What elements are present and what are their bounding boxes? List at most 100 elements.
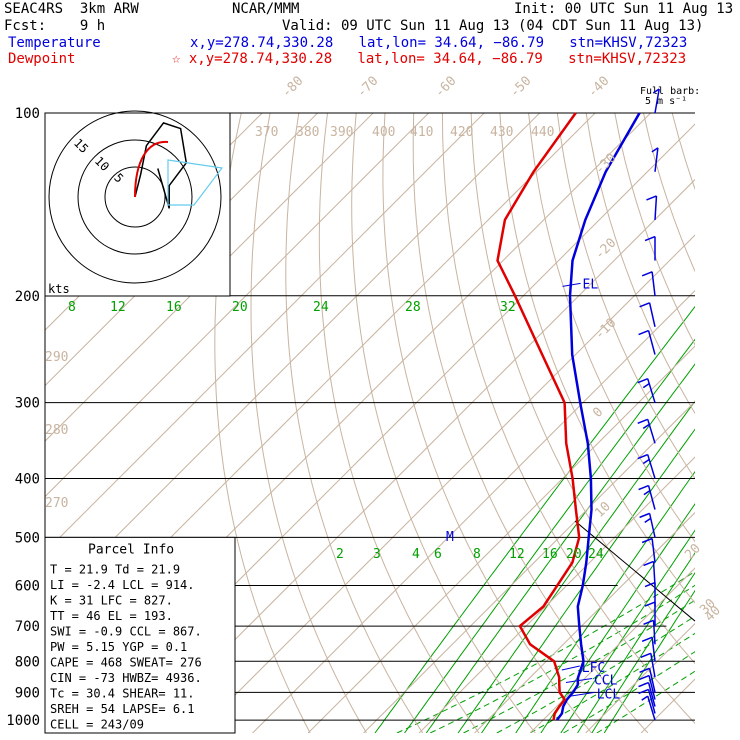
parcel-info-title: Parcel Info — [88, 542, 174, 557]
wind-barb-flag — [639, 512, 650, 519]
dewpoint-location: ☆ x,y=278.74,330.28 lat,lon= 34.64, −86.… — [172, 51, 687, 67]
wind-barb-flag — [637, 377, 649, 384]
wind-barb-flag — [646, 195, 657, 201]
theta-label: 280 — [45, 423, 68, 438]
parcel-info-row: CIN = -73 HWBZ= 4936. — [50, 671, 202, 685]
dry-adiabat-line — [556, 113, 695, 480]
wind-barb — [641, 537, 656, 563]
barb-scale-unit: 5 m s⁻¹ — [645, 96, 687, 107]
dry-adiabat-line — [351, 113, 536, 733]
parcel-info-row: CAPE = 468 SWEAT= 276 — [50, 655, 202, 669]
wind-barb-staff — [652, 620, 656, 645]
theta-label: 420 — [450, 125, 473, 140]
mixing-ratio-label: 8 — [473, 547, 481, 562]
barb-scale-label: Full barb: — [640, 86, 700, 97]
mixing-ratio-label: 16 — [166, 300, 182, 315]
hodograph-trace — [134, 122, 188, 209]
pressure-tick-label: 700 — [15, 619, 40, 635]
wind-barb — [652, 88, 660, 114]
wind-barb-staff — [647, 695, 656, 721]
mixing-ratio-line — [515, 470, 695, 733]
wind-barb-staff — [651, 538, 656, 563]
level-tick-ccl — [565, 678, 593, 683]
wind-barb — [637, 453, 656, 479]
parcel-info-row: TT = 46 EL = 193. — [50, 609, 173, 623]
mixing-ratio-line — [540, 503, 695, 733]
wind-barb-flag — [641, 636, 653, 642]
parcel-info-row: SWI = -0.9 CCL = 867. — [50, 624, 202, 638]
theta-label: 380 — [296, 125, 319, 140]
isotherm-line — [529, 567, 695, 733]
pressure-tick-label: 600 — [15, 578, 40, 594]
wind-barb-flag — [638, 674, 650, 681]
isotherm-label: -10 — [592, 316, 619, 343]
wind-barb-flag — [638, 681, 649, 688]
isotherm-line — [363, 400, 695, 733]
level-tick-el — [562, 282, 581, 287]
wind-barb-flag — [641, 271, 653, 277]
wind-barb-staff — [647, 485, 656, 510]
wind-barb — [638, 484, 656, 510]
pressure-tick-label: 200 — [15, 289, 40, 305]
isotherm-label: 0 — [590, 405, 606, 421]
dry-adiabat-line — [614, 113, 695, 346]
moist-adiabat-line — [563, 651, 695, 733]
hodograph-hull — [167, 159, 224, 206]
wind-barb — [641, 636, 656, 662]
isotherm-label: -40 — [585, 74, 612, 101]
mixing-ratio-label: 6 — [434, 547, 442, 562]
wind-barb-flag — [652, 88, 660, 94]
mixing-ratio-label: 12 — [509, 547, 525, 562]
dewpoint-legend: Dewpoint — [8, 51, 76, 67]
wind-barb — [644, 235, 656, 261]
dry-adiabat-line — [499, 113, 695, 604]
wind-barb — [638, 681, 656, 707]
hodograph-storm-trace — [134, 140, 169, 198]
wind-barb-flag — [639, 302, 650, 308]
wind-barb-staff — [647, 378, 656, 403]
wind-barb-flag — [643, 619, 654, 625]
pressure-tick-label: 500 — [15, 530, 40, 546]
wind-barb — [651, 147, 659, 172]
level-label-lcl: LCL — [597, 687, 621, 702]
wind-barb — [646, 195, 658, 220]
wind-barb-staff — [652, 561, 656, 586]
isotherm-line — [697, 113, 740, 733]
isotherm-line — [585, 622, 695, 733]
moist-adiabat-line — [596, 670, 695, 733]
wind-barb-staff — [648, 302, 656, 327]
wind-barb — [643, 619, 656, 645]
parcel-info-row: T = 21.9 Td = 21.9 — [50, 562, 180, 576]
mixing-ratio-label: 12 — [110, 300, 126, 315]
wind-barb — [637, 418, 656, 444]
wind-barb-staff — [647, 419, 656, 444]
wind-barb-staff — [654, 88, 660, 114]
wind-barb-staff — [651, 637, 656, 662]
wind-barb-flag — [643, 489, 651, 496]
mixing-ratio-label: 2 — [336, 547, 344, 562]
mixing-ratio-label: 8 — [68, 300, 76, 315]
mixing-ratio-line — [591, 572, 695, 733]
wind-barb-staff — [647, 330, 656, 355]
wind-barb-flag — [644, 235, 656, 242]
isotherm-label: -60 — [432, 74, 459, 101]
wind-barb-flag — [642, 383, 650, 389]
mixing-ratio-label: 24 — [588, 547, 604, 562]
isotherm-line — [252, 289, 695, 733]
center-title: NCAR/MMM — [232, 1, 300, 17]
hodograph-ring — [104, 166, 166, 228]
dewpoint-profile — [496, 112, 581, 721]
mixing-ratio-label: 24 — [313, 300, 329, 315]
mixing-ratio-line — [603, 589, 695, 733]
pressure-tick-label: 1000 — [6, 713, 40, 729]
level-label-el: EL — [583, 277, 599, 292]
level-tick-lfc — [561, 665, 580, 671]
isotherm-label: -70 — [354, 74, 381, 101]
wind-barb-flag — [640, 652, 652, 658]
wind-barb — [639, 512, 656, 538]
dry-adiabat-line — [250, 113, 367, 733]
wind-barb — [638, 329, 656, 355]
mixing-ratio-line — [404, 338, 695, 733]
